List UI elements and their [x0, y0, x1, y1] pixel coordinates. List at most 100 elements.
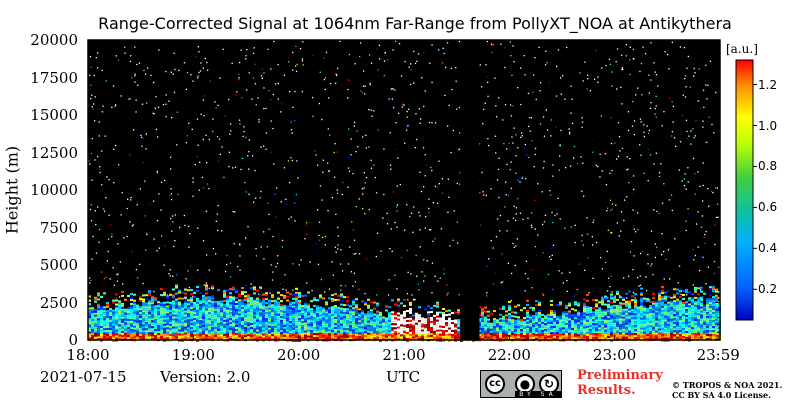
signal-cell	[406, 332, 409, 334]
signal-cell	[625, 322, 628, 325]
signal-cell	[580, 330, 583, 333]
signal-cell	[178, 335, 181, 338]
signal-cell	[601, 319, 604, 322]
noise-dot	[397, 157, 399, 159]
noise-dot	[593, 139, 595, 141]
signal-cell	[118, 312, 121, 315]
noise-dot	[224, 270, 227, 273]
signal-cell	[256, 319, 259, 322]
signal-cell	[478, 337, 481, 340]
signal-cell	[190, 305, 193, 308]
noise-dot	[315, 243, 317, 245]
signal-cell	[310, 316, 313, 319]
signal-cell	[229, 328, 232, 331]
signal-cell	[649, 319, 652, 322]
signal-cell	[265, 310, 268, 313]
signal-cell	[283, 296, 286, 299]
signal-cell	[649, 327, 652, 330]
signal-cell	[355, 306, 358, 309]
signal-cell	[229, 292, 232, 295]
noise-dot	[272, 271, 274, 273]
signal-cell	[418, 318, 421, 321]
signal-cell	[217, 300, 220, 303]
signal-cell	[268, 325, 271, 328]
signal-cell	[361, 320, 364, 323]
noise-dot	[566, 280, 568, 282]
signal-cell	[250, 303, 253, 306]
noise-dot	[523, 55, 525, 57]
noise-dot	[277, 98, 279, 100]
signal-cell	[232, 334, 235, 337]
signal-cell	[283, 322, 286, 325]
noise-dot	[456, 242, 459, 244]
signal-cell	[268, 311, 271, 314]
signal-cell	[562, 337, 565, 340]
signal-cell	[235, 325, 238, 327]
noise-dot	[329, 134, 331, 136]
noise-dot	[451, 88, 453, 91]
signal-cell	[187, 311, 190, 314]
signal-cell	[112, 321, 115, 324]
signal-cell	[328, 329, 331, 332]
signal-cell	[130, 303, 133, 305]
signal-cell	[208, 312, 211, 315]
signal-cell	[295, 339, 298, 342]
signal-cell	[631, 319, 634, 322]
signal-cell	[154, 335, 157, 338]
noise-dot	[238, 77, 240, 79]
noise-dot	[487, 138, 489, 140]
signal-cell	[382, 316, 385, 319]
signal-cell	[130, 319, 133, 321]
signal-cell	[142, 326, 145, 329]
signal-cell	[211, 295, 214, 298]
signal-cell	[247, 306, 250, 309]
noise-dot	[238, 73, 240, 75]
signal-cell	[208, 324, 211, 327]
signal-cell	[616, 336, 619, 339]
noise-dot	[404, 61, 406, 63]
signal-cell	[634, 305, 637, 308]
noise-dot	[400, 75, 403, 77]
noise-dot	[209, 80, 211, 82]
signal-cell	[373, 307, 376, 310]
noise-dot	[197, 75, 199, 77]
signal-cell	[259, 308, 262, 311]
signal-cell	[661, 331, 664, 334]
signal-cell	[211, 331, 214, 334]
signal-cell	[541, 333, 544, 336]
noise-dot	[678, 265, 681, 267]
noise-dot	[701, 215, 704, 217]
noise-dot	[650, 265, 652, 267]
signal-cell	[286, 291, 289, 294]
signal-cell	[670, 306, 673, 309]
signal-cell	[526, 339, 529, 342]
noise-dot	[610, 117, 612, 119]
signal-cell	[112, 311, 115, 314]
noise-dot	[139, 188, 141, 190]
signal-cell	[619, 320, 622, 323]
signal-cell	[520, 325, 523, 328]
noise-dot	[495, 152, 497, 154]
signal-cell	[175, 292, 178, 295]
noise-dot	[685, 220, 687, 222]
signal-cell	[490, 328, 493, 331]
signal-cell	[211, 301, 214, 304]
noise-dot	[129, 221, 131, 223]
signal-cell	[205, 296, 208, 299]
noise-dot	[109, 278, 111, 280]
noise-dot	[162, 104, 165, 106]
signal-cell	[178, 311, 181, 314]
signal-cell	[112, 301, 115, 304]
signal-cell	[325, 309, 328, 312]
noise-dot	[617, 155, 620, 158]
signal-cell	[214, 314, 217, 317]
signal-cell	[511, 327, 514, 330]
signal-cell	[241, 317, 244, 319]
signal-cell	[187, 307, 190, 310]
signal-cell	[595, 313, 598, 316]
signal-cell	[592, 317, 595, 320]
signal-cell	[97, 316, 100, 319]
signal-cell	[175, 284, 178, 287]
signal-cell	[631, 315, 634, 318]
noise-dot	[300, 259, 302, 261]
